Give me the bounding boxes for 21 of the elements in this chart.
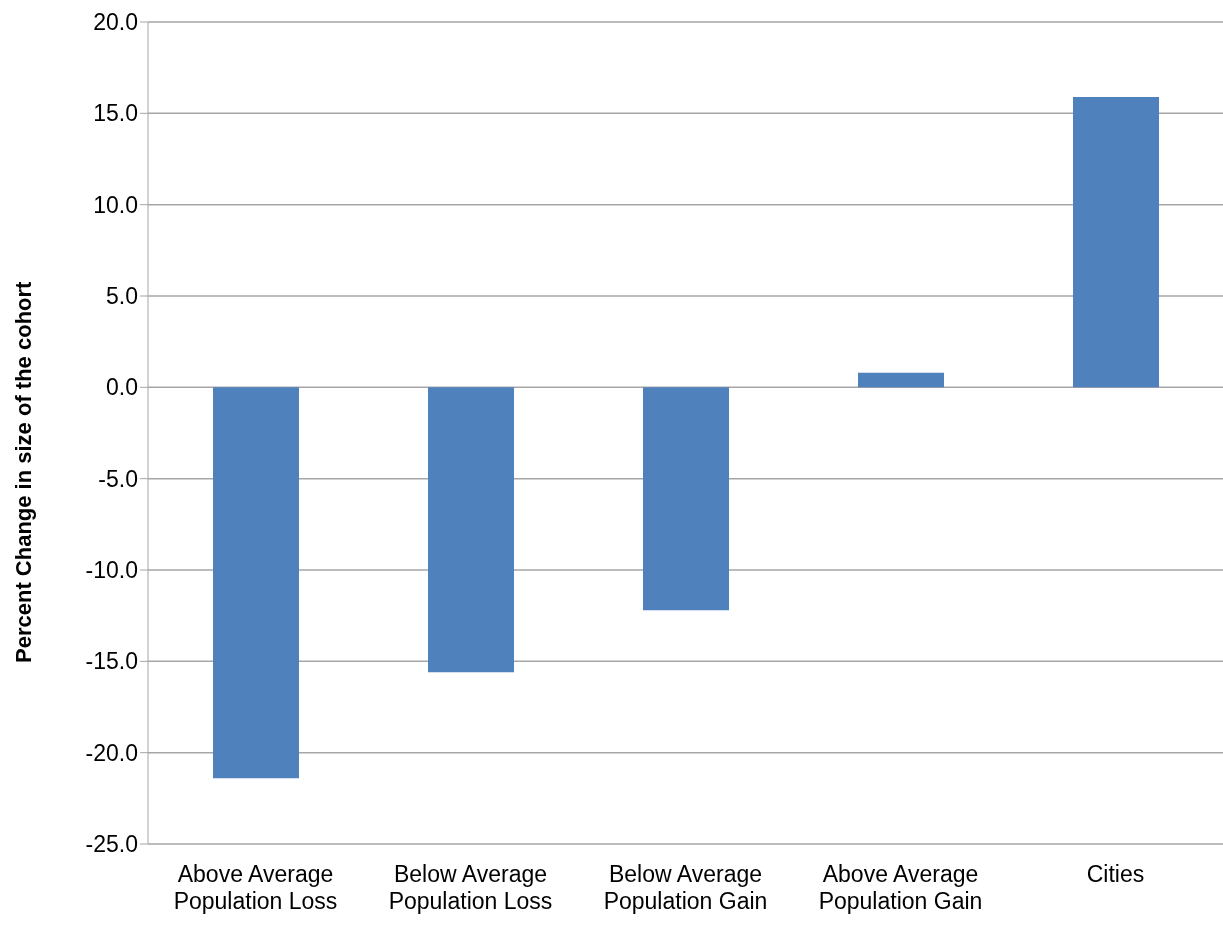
y-tick-label: 0.0 — [106, 374, 138, 401]
bar — [428, 387, 514, 673]
y-tick-label: 5.0 — [106, 283, 138, 310]
y-tick-label: -20.0 — [85, 739, 138, 766]
y-tick-label: -5.0 — [98, 465, 138, 492]
y-tick-label: -10.0 — [85, 557, 138, 584]
x-tick-label: Below Average Population Gain — [603, 861, 768, 914]
y-tick-label: 15.0 — [93, 100, 138, 127]
x-tick-label: Above Average Population Loss — [173, 861, 338, 914]
bar — [1073, 96, 1159, 388]
x-tick-label: Cities — [1086, 861, 1145, 887]
bar — [643, 387, 729, 611]
y-tick-label: -15.0 — [85, 648, 138, 675]
x-tick-label: Above Average Population Gain — [818, 861, 983, 914]
bar — [213, 387, 299, 779]
x-tick-label: Below Average Population Loss — [388, 861, 553, 914]
y-axis-title: Percent Change in size of the cohort — [10, 280, 36, 663]
y-tick-label: 10.0 — [93, 191, 138, 218]
bar — [858, 372, 944, 388]
y-tick-label: -25.0 — [85, 831, 138, 858]
y-tick-label: 20.0 — [93, 9, 138, 36]
